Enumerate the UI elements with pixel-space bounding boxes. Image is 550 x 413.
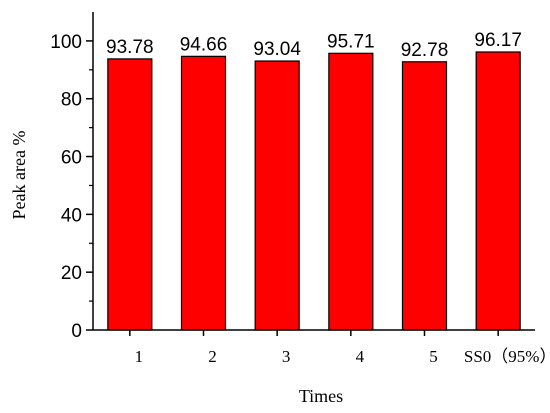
data-labels-group: 93.78 94.66 93.04 95.71 92.78 96.17	[106, 30, 522, 61]
x-tick-label: 2	[208, 347, 217, 366]
x-tick-label: SS0（95%）	[464, 347, 550, 366]
bar	[107, 58, 153, 331]
x-axis-title: Times	[299, 386, 343, 406]
y-tick-label: 60	[61, 148, 82, 169]
bars-group	[107, 51, 521, 331]
bar-value-label: 96.17	[474, 30, 522, 51]
axes-group	[92, 12, 535, 331]
bar	[328, 52, 374, 331]
x-tick-label: 4	[356, 347, 365, 366]
x-ticks-group: 1 2 3 4 5 SS0（95%）	[129, 330, 550, 366]
bar	[401, 61, 448, 331]
y-tick-label: 100	[50, 32, 82, 53]
bar	[475, 51, 521, 331]
x-tick-label: 1	[135, 347, 144, 366]
bar	[180, 55, 227, 331]
bar-value-label: 95.71	[327, 31, 375, 52]
y-tick-label: 80	[61, 90, 82, 111]
bar-value-label: 93.04	[253, 39, 301, 60]
y-ticks-group: 0 20 40 60 80 100	[50, 32, 93, 342]
x-tick-label: 5	[429, 347, 438, 366]
x-tick-label: 3	[282, 347, 291, 366]
bar-value-label: 94.66	[180, 34, 228, 55]
y-tick-label: 20	[61, 263, 82, 284]
y-tick-label: 0	[71, 321, 82, 342]
y-tick-label: 40	[61, 205, 82, 226]
bar-value-label: 92.78	[401, 40, 449, 61]
bar-value-label: 93.78	[106, 37, 154, 58]
y-axis-title: Peak area %	[9, 131, 29, 220]
bar	[254, 60, 300, 331]
